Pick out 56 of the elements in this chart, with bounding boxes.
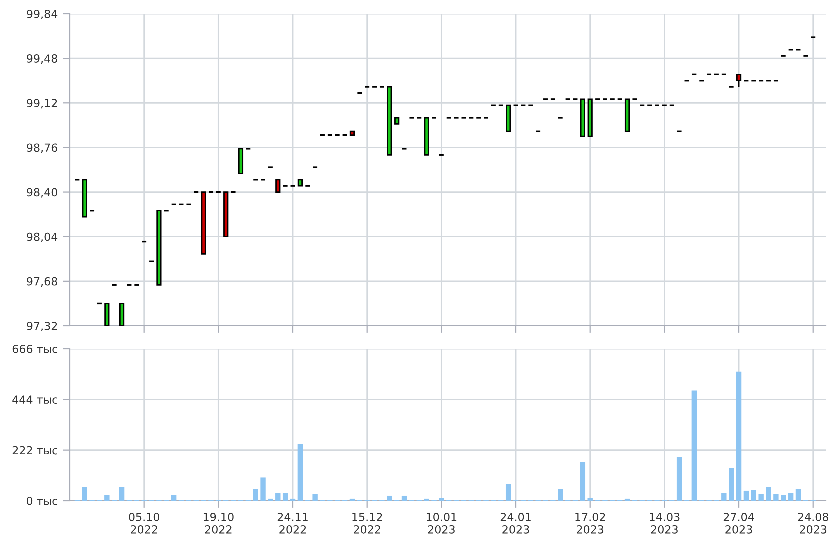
- y-tick-label: 99,12: [27, 99, 58, 109]
- bar: [439, 498, 444, 501]
- x-tick-label: 24.11 2022: [278, 513, 308, 534]
- bar: [728, 468, 734, 501]
- candlestick: [276, 179, 281, 193]
- bar: [171, 495, 177, 501]
- bar: [676, 457, 682, 501]
- x-tick-label: 15.12 2022: [352, 513, 382, 534]
- y-tick-label: 97,68: [27, 277, 58, 287]
- bar: [260, 478, 266, 501]
- bar: [82, 487, 88, 501]
- x-tick-label: 24.01 2023: [500, 513, 531, 534]
- bar: [788, 493, 794, 501]
- bar: [298, 444, 304, 501]
- bar: [119, 487, 125, 501]
- bar: [692, 390, 698, 501]
- bar: [312, 494, 318, 501]
- x-tick-label: 17.02 2023: [576, 513, 606, 534]
- bar: [766, 487, 772, 501]
- bar: [506, 484, 512, 501]
- candlestick: [119, 303, 125, 326]
- bar: [796, 489, 802, 501]
- bar: [722, 493, 727, 501]
- bar: [736, 372, 742, 501]
- bar: [402, 496, 408, 501]
- x-tick-label: 14.03 2023: [650, 513, 680, 534]
- bar: [751, 490, 756, 501]
- bar: [580, 462, 586, 501]
- bar: [744, 490, 750, 501]
- bar: [253, 489, 258, 501]
- bar: [781, 495, 786, 501]
- x-tick-label: 24.08 2023: [798, 513, 829, 534]
- y-tick-label: 98,76: [27, 144, 58, 154]
- x-tick-label: 27.04 2023: [724, 513, 754, 534]
- bar: [276, 493, 281, 501]
- bar: [387, 496, 392, 501]
- y-tick-label: 444 тыс: [12, 396, 58, 404]
- y-tick-label: 666 тыс: [12, 344, 58, 354]
- bar: [758, 494, 764, 501]
- x-tick-label: 19.10 2022: [204, 513, 234, 534]
- x-tick-label: 05.10 2022: [129, 513, 160, 534]
- bar: [774, 494, 779, 501]
- candlestick: [736, 74, 742, 88]
- bar: [282, 493, 288, 501]
- y-tick-label: 0 тыс: [26, 496, 58, 506]
- x-tick-label: 10.01 2023: [426, 513, 457, 534]
- bar: [104, 495, 110, 501]
- y-tick-label: 98,40: [27, 188, 58, 198]
- y-tick-label: 222 тыс: [12, 446, 58, 455]
- y-tick-label: 98,04: [27, 232, 58, 242]
- bar: [558, 489, 564, 501]
- y-tick-label: 99,48: [27, 54, 58, 64]
- y-tick-label: 97,32: [27, 322, 58, 332]
- bar: [588, 498, 593, 501]
- y-tick-label: 99,84: [27, 10, 58, 20]
- candlestick: [104, 303, 110, 326]
